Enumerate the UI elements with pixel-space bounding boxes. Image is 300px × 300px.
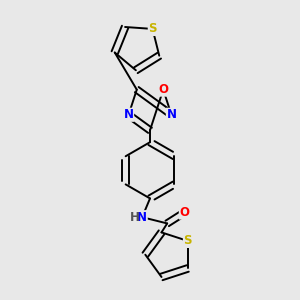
Text: S: S [184,234,192,248]
Text: N: N [124,108,134,121]
Text: S: S [148,22,157,35]
Text: N: N [137,211,147,224]
Text: H: H [129,211,139,224]
Text: N: N [167,108,176,121]
Text: O: O [158,83,168,96]
Text: O: O [179,206,189,219]
